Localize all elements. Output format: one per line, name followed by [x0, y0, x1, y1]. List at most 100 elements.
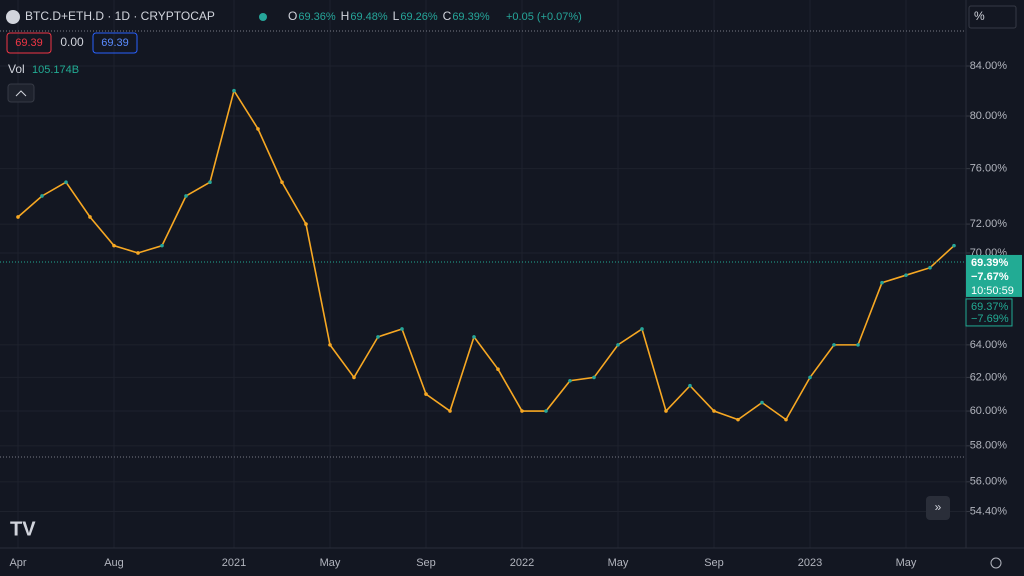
price-point	[136, 251, 140, 255]
price-point	[16, 215, 20, 219]
price-line	[17, 88, 955, 421]
pre-tag	[965, 298, 1013, 327]
x-tick-label: Sep	[704, 557, 724, 569]
ohlc-value: 69.39%	[452, 11, 490, 23]
ohlc-key: L	[393, 9, 400, 23]
x-tick-label: 2021	[222, 557, 246, 569]
x-tick-label: 2022	[510, 557, 534, 569]
vol-value: 105.174B	[32, 64, 79, 76]
price-point	[208, 180, 212, 185]
ohlc-value: 69.48%	[350, 11, 388, 23]
x-tick-label: Sep	[416, 557, 436, 569]
price-point	[808, 375, 812, 380]
price-point	[184, 194, 188, 198]
settings-icon[interactable]	[990, 557, 1002, 569]
collapse-icon	[15, 90, 27, 97]
price-point	[640, 327, 644, 331]
y-tick-label: 72.00%	[970, 218, 1008, 230]
ohlc-key: O	[288, 9, 297, 23]
y-tick-label: 56.00%	[970, 476, 1008, 488]
price-point	[616, 343, 620, 347]
symbol-icon	[6, 10, 20, 24]
last-price: 69.39%	[971, 257, 1009, 269]
price-point	[856, 343, 860, 347]
ohlc-key: H	[341, 9, 350, 23]
sell-price[interactable]: 69.39	[15, 37, 43, 49]
y-tick-label: 84.00%	[970, 60, 1008, 72]
price-point	[40, 194, 44, 198]
price-point	[352, 375, 356, 380]
price-point	[496, 367, 500, 371]
y-tick-label: 58.00%	[970, 440, 1008, 452]
price-point	[232, 88, 236, 93]
price-point	[256, 127, 260, 131]
price-tags: 69.39% −7.67% 10:50:59 69.37% −7.69%	[965, 254, 1022, 327]
y-tick-label: 80.00%	[970, 110, 1008, 122]
y-tick-label: 60.00%	[970, 405, 1008, 417]
price-point	[880, 280, 884, 285]
vol-label: Vol	[8, 62, 25, 76]
y-tick-label: 76.00%	[970, 163, 1008, 175]
y-tick-label: 70.00%	[970, 247, 1008, 259]
last-change: −7.67%	[971, 271, 1009, 283]
price-point	[568, 378, 572, 383]
change: +0.05 (+0.07%)	[506, 11, 582, 23]
x-tick-label: May	[896, 557, 917, 569]
scale-mode[interactable]	[968, 5, 1017, 29]
price-point	[736, 417, 740, 422]
countdown: 10:50:59	[971, 285, 1014, 297]
price-point	[928, 265, 932, 270]
price-point	[400, 327, 404, 331]
price-point	[664, 409, 668, 413]
ohlc-value: 69.36%	[298, 11, 336, 23]
x-tick-label: Aug	[104, 557, 124, 569]
price-point	[160, 243, 164, 248]
scale-mode-label[interactable]: %	[974, 9, 985, 23]
x-tick-label: May	[320, 557, 341, 569]
symbol[interactable]: BTC.D+ETH.D · 1D · CRYPTOCAP	[25, 9, 215, 23]
pre-price: 69.37%	[971, 301, 1009, 313]
status-dot	[259, 13, 267, 21]
buy-button[interactable]	[92, 32, 138, 54]
price-point	[688, 383, 692, 388]
plot	[0, 88, 966, 422]
price-point	[112, 243, 116, 248]
scroll-icon: »	[935, 500, 942, 514]
price-point	[544, 409, 548, 413]
price-point	[592, 375, 596, 380]
price-point	[328, 343, 332, 347]
x-tick-label: Apr	[9, 557, 26, 569]
scroll-button[interactable]	[926, 496, 950, 520]
sell-button[interactable]	[6, 32, 52, 54]
ohlc-key: C	[443, 9, 452, 23]
price-point	[832, 343, 836, 347]
x-tick-label: May	[608, 557, 629, 569]
y-tick-label: 64.00%	[970, 339, 1008, 351]
last-tag	[966, 254, 1022, 297]
y-tick-label: 54.40%	[970, 505, 1008, 517]
ohlc: O 69.36% H 69.48% L 69.26% C 69.39%	[288, 9, 490, 23]
price-point	[88, 215, 92, 219]
spread: 0.00	[60, 35, 84, 49]
price-point	[64, 180, 68, 185]
price-point	[424, 392, 428, 396]
price-point	[904, 273, 908, 277]
price-point	[712, 409, 716, 413]
price-point	[304, 222, 308, 226]
pre-change: −7.69%	[971, 313, 1009, 325]
price-point	[952, 243, 956, 248]
y-tick-label: 62.00%	[970, 371, 1008, 383]
x-tick-label: 2023	[798, 557, 822, 569]
buy-price[interactable]: 69.39	[101, 37, 129, 49]
price-point	[760, 400, 764, 405]
logo: TV	[10, 518, 36, 540]
price-point	[280, 180, 284, 185]
price-point	[520, 409, 524, 413]
collapse-button[interactable]	[7, 83, 35, 103]
price-point	[376, 335, 380, 339]
ohlc-value: 69.26%	[400, 11, 438, 23]
price-point	[784, 417, 788, 422]
price-point	[472, 335, 476, 339]
